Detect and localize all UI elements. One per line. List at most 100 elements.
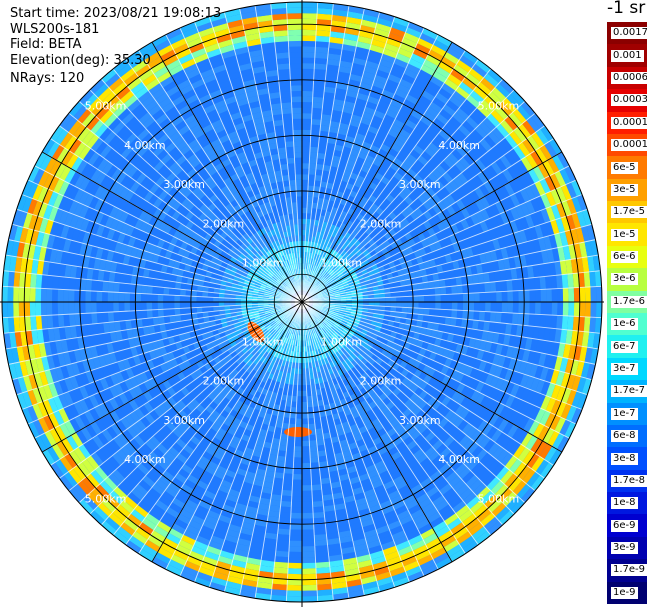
gate-cell [333,497,345,505]
gate-cell [273,30,288,37]
gate-cell [152,309,159,318]
gate-cell [418,523,433,535]
gate-cell [342,449,352,458]
gate-cell [390,470,402,481]
gate-cell [288,551,302,558]
gate-cell [396,509,411,521]
gate-cell [329,361,335,368]
gate-cell [362,305,369,309]
gate-cell [363,302,369,306]
gate-cell [439,316,446,325]
gate-cell [302,57,315,64]
gate-cell [539,443,553,460]
gate-cell [475,329,484,341]
gate-cell [445,398,456,410]
gate-cell [315,41,330,48]
gate-cell [375,525,390,535]
gate-cell [450,427,462,440]
gate-cell [371,354,379,362]
gate-cell [342,489,354,498]
gate-cell [453,526,469,540]
gate-cell [456,310,463,319]
gate-cell [587,332,595,349]
gate-cell [307,185,315,192]
gate-cell [405,318,412,326]
gate-cell [302,568,317,575]
gate-cell [391,530,406,541]
gate-cell [393,576,410,588]
gate-cell [326,356,333,363]
gate-cell [277,450,287,457]
gate-cell [467,310,474,320]
gate-cell [392,475,405,486]
gate-cell [185,302,191,309]
gate-cell [475,392,486,405]
gate-cell [290,85,302,92]
gate-cell [409,383,419,393]
gate-cell [286,596,302,602]
gate-cell [362,347,370,355]
gate-cell [287,24,302,31]
gate-cell [559,419,571,436]
gate-cell [158,279,165,288]
gate-cell [280,96,292,104]
gate-cell [407,479,420,490]
gate-cell [316,317,322,323]
gate-cell [357,375,365,383]
gate-cell [179,289,186,296]
gate-cell [470,461,484,475]
gate-cell [288,40,302,47]
gate-cell [313,411,321,418]
gate-cell [283,124,293,131]
gate-cell [289,63,302,69]
gate-cell [384,551,400,561]
gate-cell [79,302,86,314]
gate-cell [407,302,414,308]
gate-cell [385,441,396,452]
gate-cell [277,534,290,541]
gate-cell [302,7,318,14]
gate-cell [35,302,42,316]
gate-cell [280,500,292,508]
gate-cell [276,141,286,149]
gate-cell [495,343,504,356]
gate-cell [315,561,330,569]
gate-cell [337,349,344,356]
gate-cell [372,368,381,377]
gate-cell [147,277,154,287]
gate-cell [367,427,377,436]
gate-cell [302,35,316,42]
gate-cell [334,400,342,408]
gate-cell [353,341,361,348]
gate-cell [295,418,302,425]
gate-cell [479,371,489,384]
gate-cell [530,475,545,491]
gate-cell [286,13,302,20]
gate-cell [278,152,287,160]
gate-cell [459,450,472,464]
gate-cell [327,312,334,316]
gate-cell [317,594,334,602]
gate-cell [312,333,316,339]
gate-cell [552,433,565,450]
gate-cell [356,554,371,563]
gate-cell [348,442,358,450]
gate-cell [474,432,487,446]
gate-cell [418,333,426,342]
gate-cell [413,488,427,500]
gate-cell [140,302,147,311]
gate-cell [319,410,327,418]
gate-cell [556,386,567,402]
gate-cell [405,565,422,577]
gate-cell [440,309,447,318]
gate-cell [434,353,442,363]
gate-cell [185,295,191,302]
gate-cell [524,403,536,418]
gate-cell [446,302,452,310]
gate-cell [584,347,593,364]
gate-cell [347,319,354,325]
gate-cell [442,348,450,358]
gate-cell [57,314,65,328]
gate-cell [312,327,316,334]
gate-cell [390,302,397,307]
